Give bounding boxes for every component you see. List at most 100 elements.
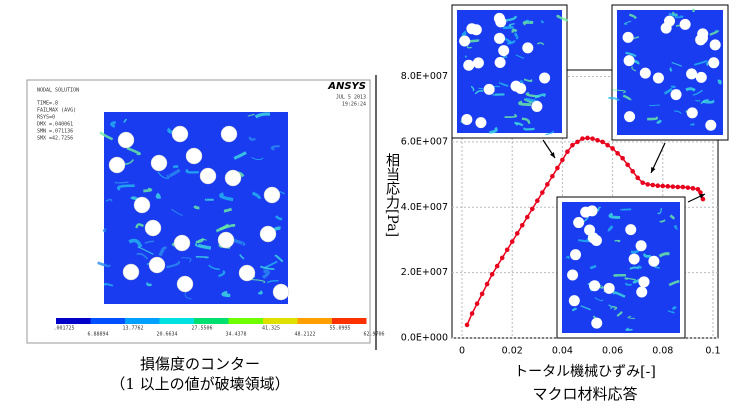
damage-band [633,59,640,65]
damage-band [669,214,675,220]
damage-band [578,237,591,243]
damage-band [195,256,209,259]
inclusion [494,32,506,44]
damage-band [270,145,280,151]
damage-band [504,113,518,118]
y-tick-label: 8.0E+007 [401,71,448,82]
damage-band [223,207,233,213]
inclusion [697,28,709,40]
inclusion [150,154,168,172]
damage-band [470,85,475,92]
data-point [645,182,651,187]
inclusion [238,264,256,282]
damage-band [489,126,498,134]
inclusion [664,15,676,27]
damage-band [675,15,684,19]
data-point [479,291,485,297]
data-point [610,146,615,151]
x-tick-label: 0.1 [705,346,720,357]
y-axis-label: 相当応力[Pa] [384,153,400,237]
data-point [590,136,595,141]
data-point [698,190,703,195]
damage-band [219,192,234,202]
damage-band [251,157,264,161]
damage-band [702,99,715,104]
inclusion [635,240,647,252]
caption: マクロ材料応答 [532,385,637,403]
damage-band [155,192,162,199]
damage-band [239,254,245,260]
damage-band [670,85,676,89]
colorbar-label: 27.5506 [191,326,212,332]
damage-band [572,307,578,312]
damage-band [689,123,695,127]
damage-band [166,260,181,269]
damage-band [673,224,679,230]
damage-band [498,81,509,87]
colorbar-swatch [125,318,160,324]
damage-band [184,291,192,300]
data-point [514,231,520,236]
data-point [620,155,625,161]
x-tick-label: 0.02 [502,346,523,357]
damage-band [647,116,658,121]
inclusion [522,42,534,54]
damage-band [102,228,107,233]
x-tick-label: 0 [459,346,465,357]
damage-band [693,60,708,66]
arrow-head [549,152,555,158]
inclusion [709,39,721,51]
inclusion [679,18,691,30]
inclusion [259,225,277,243]
damage-band [219,223,236,231]
inclusion [568,295,580,307]
inclusion [622,31,634,43]
damage-band [671,61,683,67]
damage-band [99,131,114,141]
damage-band [123,118,128,123]
inclusion [639,67,651,79]
damage-band [627,315,635,319]
data-point [494,263,500,269]
damage-band [623,20,632,25]
damage-band [659,219,666,223]
data-point [680,184,686,190]
inclusion [220,125,238,143]
data-point [484,281,490,287]
inclusion [148,256,166,274]
contour-plot [97,112,290,304]
time: 19:26:24 [342,102,366,108]
logo: ANSYS [327,81,366,92]
damage-band [534,93,546,99]
inclusion [705,119,717,131]
colorbar-label: .001725 [53,326,74,332]
damage-band [504,15,517,22]
header-line: DMX =.040061 [37,122,73,128]
damage-band [523,78,533,83]
data-point [464,322,470,328]
inclusion [686,107,698,119]
damage-band [714,29,718,32]
date: JUL 5 2013 [336,95,366,101]
damage-band [612,305,618,311]
damage-band [492,93,505,96]
data-point [605,142,610,148]
header-line: FAILMAX (AVG) [37,108,76,114]
damage-band [208,264,220,271]
damage-band [259,265,275,271]
damage-band [181,257,192,263]
data-point [690,186,696,191]
x-axis-label: トータル機械ひずみ[-] [514,364,656,380]
damage-band [136,252,149,260]
colorbar-label: 48.2122 [294,332,315,338]
damage-band [643,253,651,258]
data-point [469,311,475,316]
data-point [530,206,535,212]
damage-band [616,311,623,317]
inclusion [483,83,495,95]
damage-band [116,184,135,191]
damage-band [279,190,285,195]
damage-band [594,297,604,302]
data-point [535,198,540,204]
x-tick-label: 0.06 [602,346,623,357]
